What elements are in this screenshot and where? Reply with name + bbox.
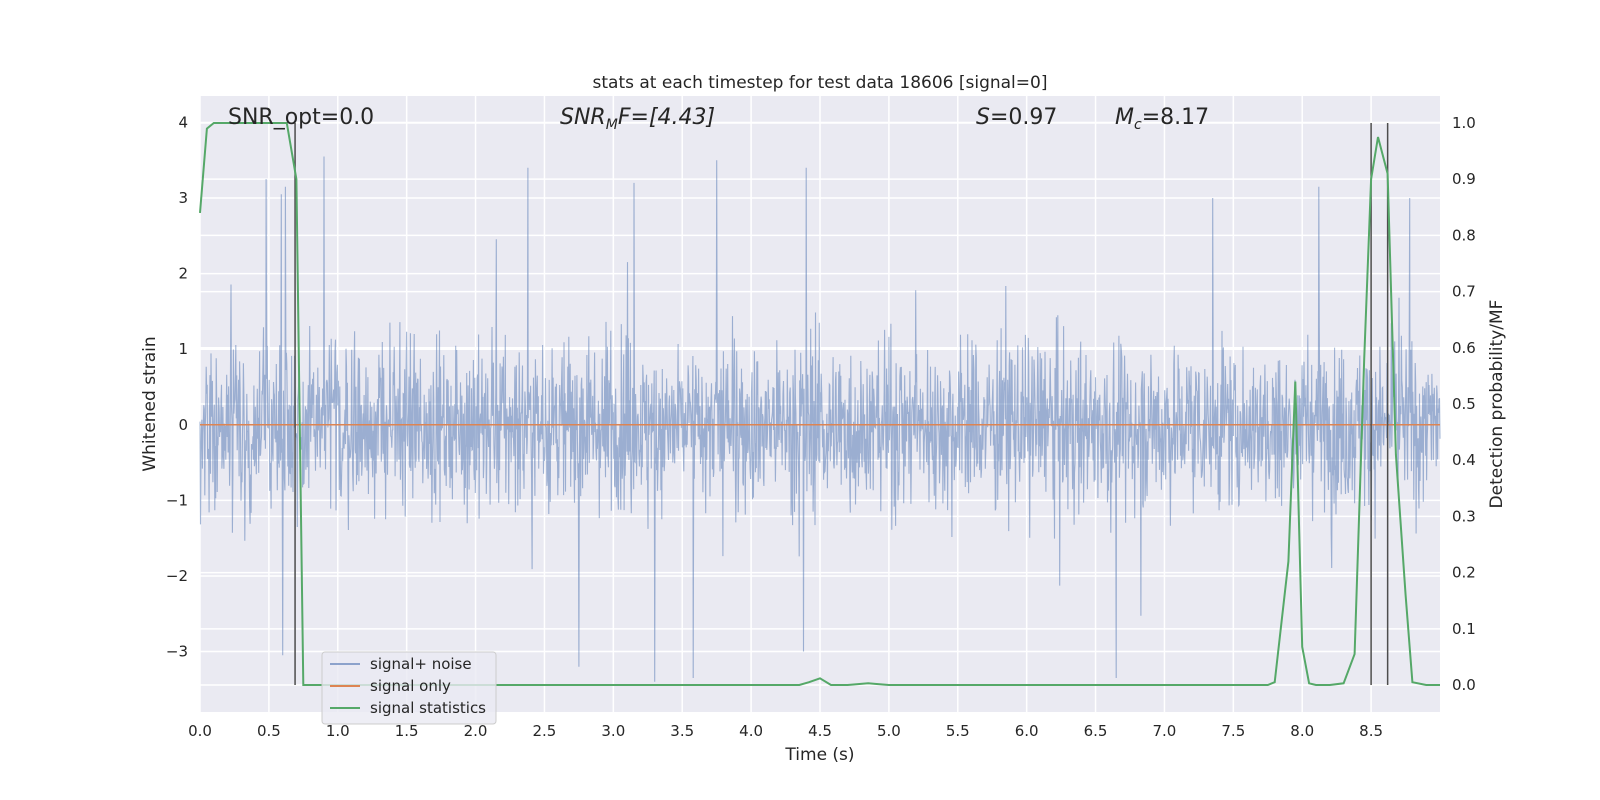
mc-value: =8.17	[1142, 105, 1209, 130]
x-tick-label: 6.0	[1015, 722, 1039, 740]
mc-symbol: M	[1115, 105, 1134, 130]
snr-mf-symbol: SNR	[560, 105, 606, 130]
y2-tick-label: 0.4	[1452, 451, 1476, 469]
x-tick-label: 8.5	[1359, 722, 1383, 740]
x-tick-label: 1.0	[326, 722, 350, 740]
y-tick-label: 1	[178, 340, 188, 358]
x-tick-label: 7.0	[1153, 722, 1177, 740]
mc-subscript: c	[1134, 117, 1142, 133]
x-tick-label: 7.5	[1221, 722, 1245, 740]
y-tick-label: 0	[178, 416, 188, 434]
x-tick-label: 4.5	[808, 722, 832, 740]
y2-tick-label: 0.1	[1452, 620, 1476, 638]
x-tick-label: 5.5	[946, 722, 970, 740]
x-tick-label: 1.5	[395, 722, 419, 740]
snr-mf-value: F=[4.43]	[618, 105, 715, 130]
x-tick-label: 4.0	[739, 722, 763, 740]
x-tick-labels: 0.0 0.5 1.0 1.5 2.0 2.5 3.0 3.5 4.0 4.5 5.0 5.5 6.0 6…	[188, 722, 1383, 740]
annotation-mc: Mc=8.17	[1115, 105, 1209, 133]
y2-tick-label: 0.9	[1452, 170, 1476, 188]
x-tick-label: 0.5	[257, 722, 281, 740]
y2-tick-label: 0.3	[1452, 507, 1476, 525]
legend-box	[321, 651, 497, 725]
y2-tick-label: 0.0	[1452, 676, 1476, 694]
x-axis-label: Time (s)	[784, 745, 854, 765]
x-tick-label: 5.0	[877, 722, 901, 740]
y2-tick-label: 0.8	[1452, 226, 1476, 244]
x-tick-label: 0.0	[188, 722, 212, 740]
legend-label-signal-noise: signal+ noise	[370, 655, 472, 673]
y2-axis-label: Detection probability/MF	[1487, 300, 1507, 509]
x-tick-label: 3.0	[601, 722, 625, 740]
signal-statistics-series	[199, 122, 1440, 686]
vertical-markers	[294, 122, 1389, 686]
y-tick-label: 3	[178, 189, 188, 207]
y-tick-label: −2	[166, 567, 188, 585]
annotation-snr-mf: SNRMF=[4.43]	[560, 105, 715, 133]
y2-tick-label: 0.2	[1452, 564, 1476, 582]
legend: signal+ noise signal only signal statist…	[321, 651, 497, 725]
y2-tick-label: 0.7	[1452, 283, 1476, 301]
legend-label-signal-statistics: signal statistics	[370, 699, 486, 717]
signal-plus-noise-trace	[199, 156, 1441, 682]
y2-tick-label: 0.6	[1452, 339, 1476, 357]
x-tick-label: 8.0	[1290, 722, 1314, 740]
x-tick-label: 2.5	[533, 722, 557, 740]
x-tick-label: 6.5	[1084, 722, 1108, 740]
y2-tick-label: 0.5	[1452, 395, 1476, 413]
x-tick-label: 3.5	[670, 722, 694, 740]
annotation-snr-opt: SNR_opt=0.0	[228, 105, 374, 130]
annotation-s: S=0.97	[976, 105, 1057, 130]
signal-plus-noise-series	[199, 156, 1441, 682]
y-tick-label: −1	[166, 491, 188, 509]
y-tick-label: 2	[178, 265, 188, 283]
s-value: =0.97	[990, 105, 1057, 130]
y-tick-labels: −3 −2 −1 0 1 2 3 4	[166, 113, 188, 660]
legend-label-signal-only: signal only	[370, 677, 451, 695]
y2-tick-label: 1.0	[1452, 114, 1476, 132]
y-tick-label: 4	[178, 113, 188, 131]
chart-title: stats at each timestep for test data 186…	[593, 73, 1048, 93]
x-tick-label: 2.0	[464, 722, 488, 740]
y2-tick-labels: 0.0 0.1 0.2 0.3 0.4 0.5 0.6 0.7 0.8 0.9 1.0	[1452, 114, 1476, 694]
s-symbol: S	[976, 105, 990, 130]
snr-mf-subscript: M	[606, 117, 618, 133]
y-axis-label: Whitened strain	[140, 336, 160, 471]
y-tick-label: −3	[166, 643, 188, 661]
